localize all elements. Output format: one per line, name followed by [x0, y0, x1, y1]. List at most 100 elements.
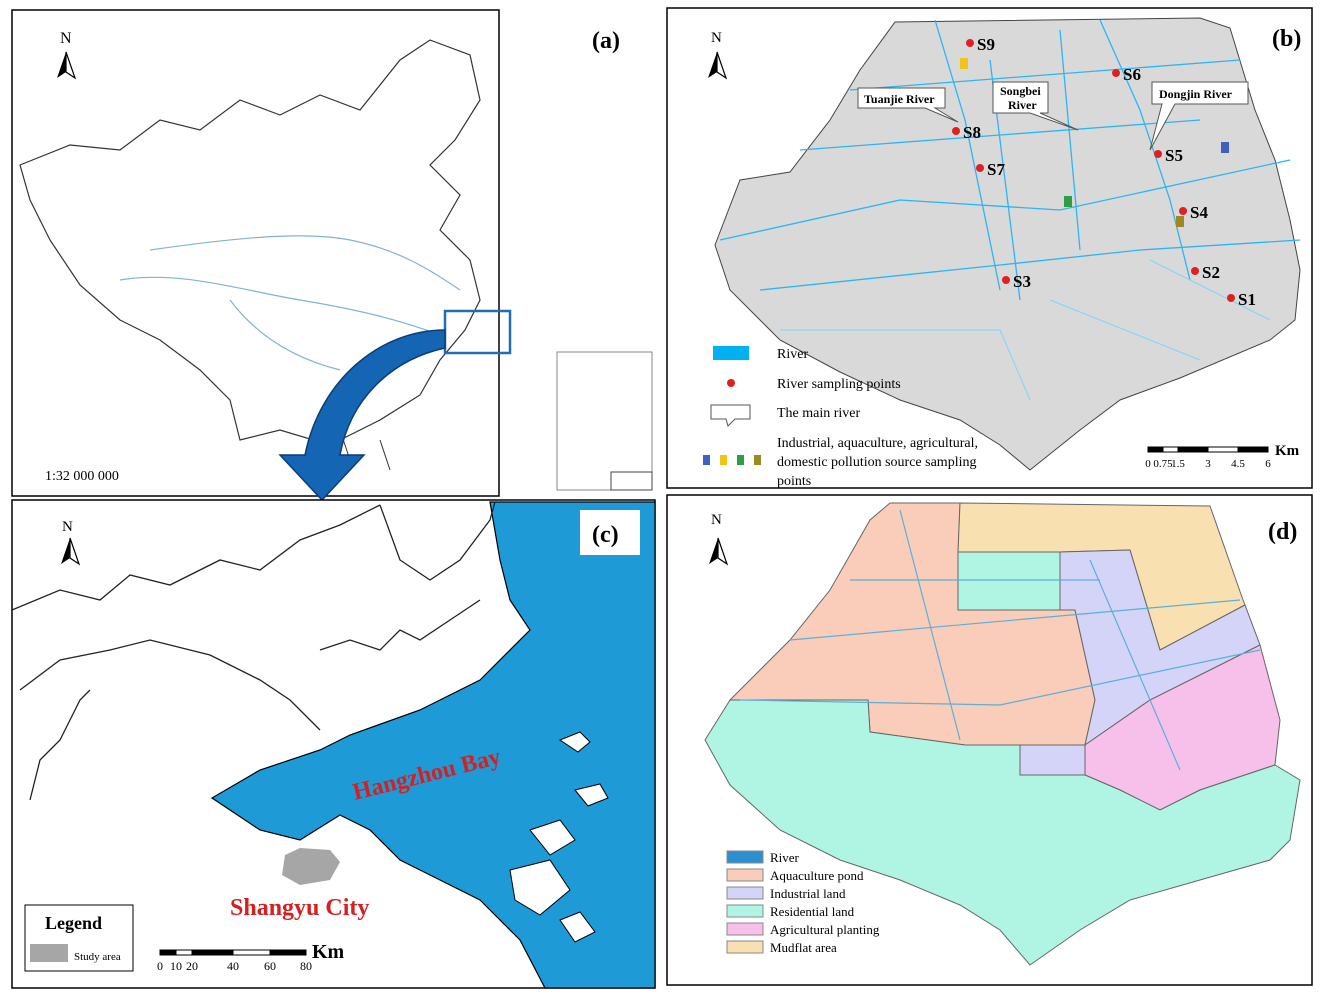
scale-segment — [1207, 446, 1239, 453]
legend-label: Aquaculture pond — [770, 868, 864, 883]
scale-tick: 4.5 — [1231, 458, 1245, 470]
arrow — [278, 329, 446, 502]
scale-segment — [1162, 446, 1179, 453]
legend-label: points — [777, 474, 811, 489]
study-area — [282, 848, 340, 885]
scale-segment — [159, 949, 177, 956]
site-label: S4 — [1190, 203, 1208, 222]
panel-label: (d) — [1268, 519, 1297, 545]
scale-tick: 3 — [1205, 458, 1211, 470]
scale-tick: 60 — [264, 959, 276, 973]
site-label: S8 — [963, 123, 981, 142]
legend-label: River — [770, 850, 800, 865]
scale-text: 1:32 000 000 — [45, 469, 119, 484]
sampling-point — [1112, 69, 1120, 77]
boundaries — [11, 501, 496, 801]
legend-label: Agricultural planting — [770, 922, 880, 937]
sampling-point — [976, 164, 984, 172]
scale-segment — [232, 949, 271, 956]
source-point — [1221, 142, 1229, 153]
sampling-point — [1179, 207, 1187, 215]
scale-segment — [191, 949, 234, 956]
inset-scale — [610, 471, 653, 491]
legend-label: River — [777, 347, 808, 362]
site-label: S6 — [1123, 65, 1141, 84]
legend-label: Industrial, aquaculture, agricultural, — [777, 436, 978, 451]
site-label: S3 — [1013, 272, 1031, 291]
legend-swatch — [727, 379, 735, 387]
china-outline — [19, 39, 481, 446]
legend-label: domestic pollution source sampling — [777, 455, 976, 470]
sampling-point — [1227, 294, 1235, 302]
north-label: N — [60, 30, 72, 47]
scale-unit: Km — [1275, 443, 1300, 459]
river-name: Tuanjie River — [864, 92, 935, 106]
scale-tick: 1.5 — [1171, 458, 1185, 470]
scale-tick: 10 — [170, 959, 182, 973]
small-rivers — [780, 259, 1271, 401]
sites: S1 S2 S3 S4 S5 S6 S7 S8 S9 — [952, 35, 1256, 309]
legend-title: Legend — [45, 913, 102, 933]
north-label: N — [62, 519, 73, 535]
scale-segment — [1237, 446, 1269, 453]
inset — [556, 351, 653, 491]
legend-swatch — [726, 850, 764, 864]
islands — [509, 731, 609, 943]
legend-swatch — [726, 940, 764, 954]
sampling-point — [1002, 276, 1010, 284]
residential — [704, 699, 1301, 966]
panel-label: (b) — [1272, 26, 1301, 52]
legend: River Aquaculture pond Industrial land Resi… — [770, 850, 880, 955]
scale-segment — [1177, 446, 1209, 453]
scale-unit: Km — [312, 941, 345, 963]
legend-swatch — [726, 904, 764, 918]
legend-label: Mudflat area — [770, 940, 837, 955]
legend-label: Industrial land — [770, 886, 846, 901]
scale-segment — [269, 949, 307, 956]
rivers — [119, 235, 461, 371]
site-label: S1 — [1238, 290, 1256, 309]
source-point — [1176, 216, 1184, 227]
legend-swatch — [713, 346, 749, 360]
scale-segment — [1147, 446, 1164, 453]
sampling-point — [966, 39, 974, 47]
legend-label: Residential land — [770, 904, 855, 919]
legend-label: Study area — [74, 951, 121, 963]
study-region — [714, 17, 1301, 471]
panel-label: (c) — [592, 522, 619, 548]
sampling-point — [1191, 267, 1199, 275]
scale-tick: 80 — [300, 959, 312, 973]
legend-label: The main river — [777, 406, 861, 421]
panel-label: (a) — [592, 28, 620, 54]
river-name: Dongjin River — [1159, 87, 1233, 101]
legend-swatch — [726, 868, 764, 882]
source-point — [1064, 196, 1072, 207]
legend-label: River sampling points — [777, 377, 901, 392]
legend-swatch — [726, 922, 764, 936]
north-label: N — [711, 512, 722, 528]
legend-swatch — [737, 455, 744, 465]
site-label: S5 — [1165, 146, 1183, 165]
city-label: Shangyu City — [230, 895, 369, 921]
scale-tick: 0.75 — [1153, 458, 1173, 470]
sampling-point — [1154, 150, 1162, 158]
rivers — [739, 509, 1261, 771]
site-label: S7 — [987, 160, 1005, 179]
callout — [857, 87, 959, 123]
north-label: N — [711, 30, 722, 46]
scale-tick: 6 — [1265, 458, 1271, 470]
scale-tick: 20 — [186, 959, 198, 973]
sampling-point — [952, 127, 960, 135]
scale-tick: 0 — [157, 959, 163, 973]
river-name: River — [1008, 98, 1037, 112]
scale-bar: 0 0.751.5 3 4.5 6 Km — [1145, 443, 1299, 470]
legend-swatch — [30, 944, 68, 962]
callout — [992, 81, 1079, 131]
scale-tick: 40 — [227, 959, 239, 973]
legend-swatch — [754, 455, 761, 465]
legend-swatch — [720, 455, 727, 465]
scale-segment — [175, 949, 193, 956]
